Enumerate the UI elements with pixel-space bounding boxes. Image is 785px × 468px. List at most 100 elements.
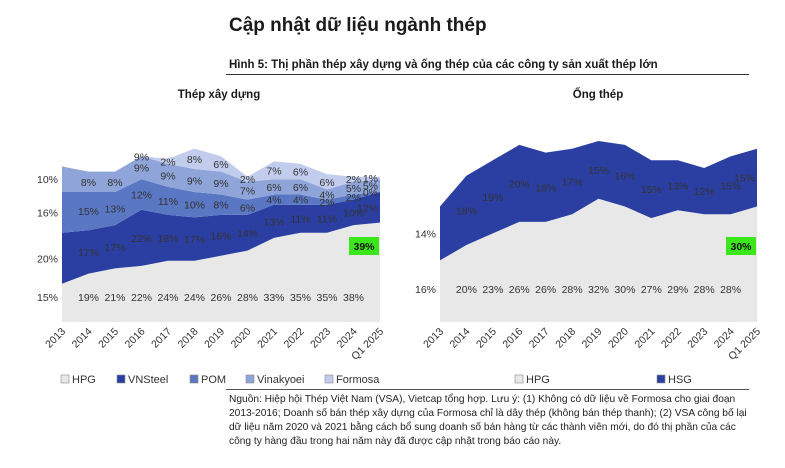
data-label: 17% [562,176,583,188]
data-label: 11% [290,214,310,226]
data-label: 24% [157,292,178,304]
data-label: 19% [482,192,503,204]
area-series-hpg [62,222,380,322]
source-note: Nguồn: Hiệp hội Thép Việt Nam (VSA), Vie… [229,394,747,447]
data-label: 7% [240,186,255,198]
data-label: 6% [293,167,308,179]
data-label: 16% [37,207,58,219]
legend-label: HPG [72,374,96,386]
legend-label: VNSteel [128,374,168,386]
data-label: 9% [134,163,149,175]
data-label: 26% [509,284,530,296]
data-label: 2% [160,156,175,168]
data-label: 38% [343,292,364,304]
data-label: 23% [482,284,503,296]
data-label: 0% [363,187,378,199]
legend-label: HSG [668,374,692,386]
data-label: 10% [343,207,364,219]
data-label: 13% [263,216,284,228]
data-label: 6% [293,182,308,194]
data-label: 22% [131,233,152,245]
data-label: 10% [184,200,205,212]
data-label: 8% [81,177,96,189]
area-series-vnsteel [62,192,380,284]
legend-label: Formosa [336,374,380,386]
chart-title: Thép xây dựng [178,89,260,101]
x-tick-label: 2015 [96,326,121,351]
x-tick-label: 2014 [448,326,473,351]
page-title: Cập nhật dữ liệu ngành thép [229,15,487,36]
x-tick-label: 2013 [43,326,68,351]
data-label: 9% [187,175,202,187]
data-label: 17% [104,242,125,254]
x-tick-label: 2021 [255,326,280,351]
data-label: 20% [456,284,477,296]
data-label: 26% [535,284,556,296]
x-tick-label: 2022 [659,326,684,351]
data-label: 16% [415,284,436,296]
data-label: 11% [158,196,178,208]
data-label: 28% [720,284,741,296]
data-label: 29% [667,284,688,296]
highlight-label: 39% [353,241,375,253]
legend-label: Vinakyoei [257,374,305,386]
highlight-label: 30% [730,241,752,253]
x-tick-label: 2019 [202,326,227,351]
data-label: 35% [316,292,337,304]
data-label: 9% [213,178,228,190]
legend-swatch [514,374,524,384]
data-label: 13% [104,204,125,216]
data-label: 8% [187,154,202,166]
data-label: 17% [78,247,99,259]
x-tick-label: 2022 [282,326,307,351]
area-series-hsg [440,141,757,261]
data-label: 15% [734,173,755,185]
data-label: 18% [456,205,477,217]
legend-swatch [60,374,70,384]
data-label: 12% [694,186,715,198]
figure-title: Hình 5: Thị phần thép xây dựng và ống th… [229,59,658,71]
x-tick-label: 2017 [149,326,174,351]
data-label: 15% [720,180,741,192]
highlight-box [349,237,379,255]
chart-title: Ống thép [573,87,623,101]
area-series-hpg [440,198,757,322]
data-label: 4% [293,195,308,207]
data-label: 26% [210,292,231,304]
data-label: 5% [346,183,361,195]
chart-construction-steel: Thép xây dựng 15% 19% 21% 22% 24% 24% 26% 28% 33%… [37,89,386,386]
chart-steel-pipe: Ống thép 16% 20% 23% 26% 26% 28% 32% 30% 27% 29% 28… [415,87,763,386]
data-label: 8% [213,200,228,212]
data-label: 4% [266,195,281,207]
x-tick-label: 2015 [474,326,499,351]
data-label: 6% [266,182,281,194]
data-label: 1% [363,173,378,185]
x-tick-label: 2023 [308,326,333,351]
x-tick-label: 2013 [421,326,446,351]
data-label: 6% [240,202,255,214]
data-label: 32% [588,284,609,296]
data-label: 16% [210,230,231,242]
data-label: 9% [134,151,149,163]
data-label: 33% [263,292,284,304]
data-label: 2% [346,174,361,186]
data-label: 6% [319,177,334,189]
data-label: 30% [614,284,635,296]
data-label: 35% [290,292,311,304]
legend-label: HPG [526,374,550,386]
data-label: 22% [131,292,152,304]
x-tick-label: 2016 [123,326,148,351]
x-tick-label: 2014 [70,326,95,351]
data-label: 8% [107,177,122,189]
legend-swatch [656,374,666,384]
note-rule [226,389,749,390]
data-label: 4% [319,190,334,202]
legend-swatch [116,374,126,384]
data-label: 13% [667,180,688,192]
legend-swatch [245,374,255,384]
data-label: 24% [184,292,205,304]
x-tick-label: 2018 [176,326,201,351]
legend-swatch [324,374,334,384]
data-label: 18% [157,233,178,245]
